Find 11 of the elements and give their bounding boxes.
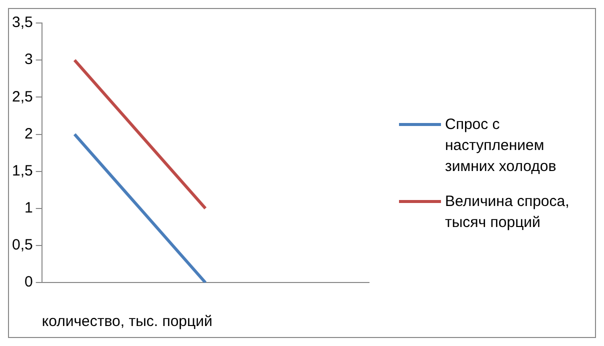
y-tick-label: 0 [24, 274, 33, 291]
y-tick-label: 1 [24, 200, 33, 217]
y-tick-label: 0,5 [12, 236, 33, 254]
legend-label: Спрос с наступлением зимних холодов [445, 114, 558, 176]
x-axis-title: количество, тыс. порций [42, 313, 212, 330]
y-tick-label: 3 [24, 51, 33, 68]
y-tick-label: 1,5 [12, 162, 33, 180]
legend-label: Величина спроса, тысяч порций [445, 192, 570, 232]
y-tick-label: 2 [24, 125, 33, 142]
y-tick-label: 3,5 [12, 14, 33, 32]
y-tick-label: 2,5 [12, 88, 33, 106]
